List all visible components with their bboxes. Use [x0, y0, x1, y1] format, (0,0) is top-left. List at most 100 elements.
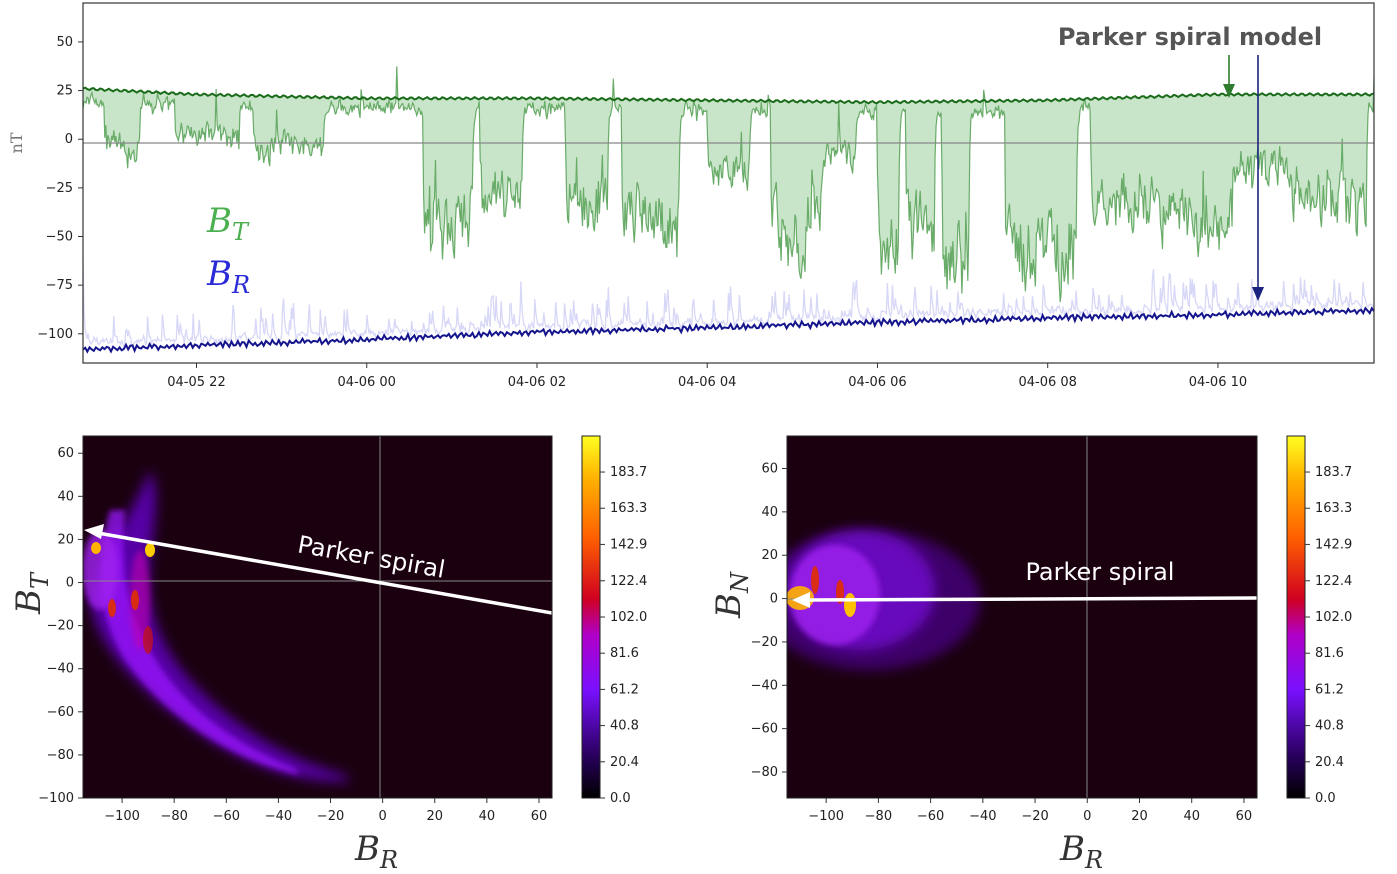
ts-xtick-label: 04-06 00 [338, 375, 396, 390]
hm2-ytick-label: 40 [761, 505, 778, 520]
hm1-plot-area [83, 436, 552, 798]
br-measured-line [83, 260, 1374, 348]
ts-x-ticks: 04-05 22 04-06 00 04-06 02 04-06 04 04-06 06… [167, 363, 1247, 390]
hm1-xtick-label: −20 [317, 809, 344, 824]
hm2-ytick-label: 60 [761, 462, 778, 477]
bt-parker-model-line [83, 86, 1374, 105]
hm2-ytick-label: −80 [751, 765, 778, 780]
hm1-ytick-label: −40 [47, 662, 74, 677]
ts-ytick-label: −75 [46, 278, 73, 293]
hm2-parker-annotation: Parker spiral [1026, 558, 1175, 586]
hm1-cbtick-label: 0.0 [610, 791, 631, 806]
bt-series-label: BT [206, 201, 250, 246]
ts-ytick-label: 50 [56, 35, 73, 50]
ts-ytick-label: −25 [46, 181, 73, 196]
hm2-ytick-label: 0 [770, 592, 778, 607]
hm2-xtick-label: 40 [1183, 809, 1200, 824]
hm2-cbtick-label: 183.7 [1315, 465, 1352, 480]
hm2-ytick-label: 20 [761, 548, 778, 563]
bt-filled-area [83, 66, 1374, 303]
ts-ylabel: nT [7, 132, 26, 153]
hm2-cbtick-label: 142.9 [1315, 537, 1352, 552]
hm1-cbtick-label: 183.7 [610, 465, 647, 480]
hm1-colorbar-ticks: 183.7 163.3 142.9 122.4 102.0 81.6 61.2 40.8 20.… [600, 465, 647, 806]
hm2-cbtick-label: 122.4 [1315, 574, 1352, 589]
hm1-ytick-label: −100 [38, 791, 74, 806]
hm2-cbtick-label: 61.2 [1315, 682, 1344, 697]
hm2-frame [786, 435, 1258, 799]
hm2-ytick-label: −60 [751, 722, 778, 737]
bt-measured-line [83, 66, 1374, 303]
hm2-density: Parker spiral [787, 436, 1257, 798]
hm2-colorbar [1286, 435, 1306, 799]
ts-xtick-label: 04-05 22 [167, 375, 225, 390]
hm1-ytick-label: −20 [47, 619, 74, 634]
hm1-ytick-label: 60 [57, 446, 74, 461]
bt-model-arrow [1223, 55, 1235, 98]
hm1-parker-arrowhead [84, 524, 104, 539]
hm1-cbtick-label: 122.4 [610, 574, 647, 589]
hm1-xtick-label: 0 [378, 809, 386, 824]
hm1-x-ticks: −100 −80 −60 −40 −20 0 20 40 60 [104, 798, 547, 824]
ts-frame [82, 2, 1375, 364]
hm2-ytick-label: −40 [751, 678, 778, 693]
br-series-label: BR [206, 254, 250, 299]
hm2-xtick-label: 0 [1083, 809, 1091, 824]
hm1-cbtick-label: 102.0 [610, 610, 647, 625]
br-model-arrow [1252, 55, 1264, 301]
ts-ytick-label: 25 [56, 84, 73, 99]
time-series-panel: 50 25 0 −25 −50 −75 −100 04-05 22 04-06 00 04-06… [7, 2, 1375, 390]
ts-ytick-label: 0 [65, 132, 73, 147]
hm1-xtick-label: 60 [531, 809, 548, 824]
hm1-cbtick-label: 40.8 [610, 719, 639, 734]
hm2-x-ticks: −100 −80 −60 −40 −20 0 20 40 60 [808, 798, 1252, 824]
hm1-xtick-label: 20 [426, 809, 443, 824]
hm2-y-ticks: 60 40 20 0 −20 −40 −60 −80 [751, 462, 787, 780]
ts-xtick-label: 04-06 06 [848, 375, 906, 390]
hm2-xtick-label: 20 [1131, 809, 1148, 824]
ts-y-ticks: 50 25 0 −25 −50 −75 −100 [37, 35, 83, 342]
hm2-parker-line [805, 596, 1257, 602]
hm1-ytick-label: 0 [66, 576, 74, 591]
hm1-y-ticks: 60 40 20 0 −20 −40 −60 −80 −100 [38, 446, 83, 806]
hm2-parker-arrowhead [792, 592, 810, 608]
hm1-xlabel: BR [354, 829, 398, 874]
ts-ytick-label: −50 [46, 230, 73, 245]
hm2-cbtick-label: 0.0 [1315, 791, 1336, 806]
hm1-ytick-label: 40 [57, 489, 74, 504]
hm2-xtick-label: −80 [865, 809, 892, 824]
hm1-xtick-label: 40 [479, 809, 496, 824]
hm2-xtick-label: −100 [808, 809, 844, 824]
heatmap-bt-vs-br: Parker spiral −100 −80 −60 −40 −20 0 20 40 60 60… [9, 435, 647, 874]
hm1-cbtick-label: 20.4 [610, 755, 639, 770]
hm1-xtick-label: −60 [213, 809, 240, 824]
ts-xtick-label: 04-06 02 [508, 375, 566, 390]
hm2-cbtick-label: 40.8 [1315, 719, 1344, 734]
hm1-colorbar [581, 435, 601, 799]
hm1-xtick-label: −100 [104, 809, 140, 824]
hm1-cbtick-label: 142.9 [610, 537, 647, 552]
hm1-ytick-label: −60 [47, 705, 74, 720]
hm2-colorbar-ticks: 183.7 163.3 142.9 122.4 102.0 81.6 61.2 40.8 20.… [1305, 465, 1352, 806]
hm1-frame [82, 435, 553, 799]
ts-xtick-label: 04-06 04 [678, 375, 736, 390]
hm2-cbtick-label: 102.0 [1315, 610, 1352, 625]
hm1-xtick-label: −40 [265, 809, 292, 824]
ts-xtick-label: 04-06 10 [1189, 375, 1247, 390]
ts-xtick-label: 04-06 08 [1018, 375, 1076, 390]
hm2-xtick-label: −40 [969, 809, 996, 824]
hm1-xtick-label: −80 [160, 809, 187, 824]
heatmap-bn-vs-br: Parker spiral −100 −80 −60 −40 −20 0 20 40 60 60… [709, 435, 1352, 874]
hm1-cbtick-label: 61.2 [610, 682, 639, 697]
hm2-xtick-label: 60 [1236, 809, 1253, 824]
hm2-xtick-label: −20 [1021, 809, 1048, 824]
hm2-xlabel: BR [1059, 829, 1103, 874]
hm1-parker-line [91, 530, 552, 615]
hm1-ytick-label: 20 [57, 532, 74, 547]
hm2-xtick-label: −60 [917, 809, 944, 824]
ts-ytick-label: −100 [37, 327, 73, 342]
hm1-cbtick-label: 163.3 [610, 501, 647, 516]
br-parker-model-line [83, 306, 1374, 354]
hm2-cbtick-label: 163.3 [1315, 501, 1352, 516]
